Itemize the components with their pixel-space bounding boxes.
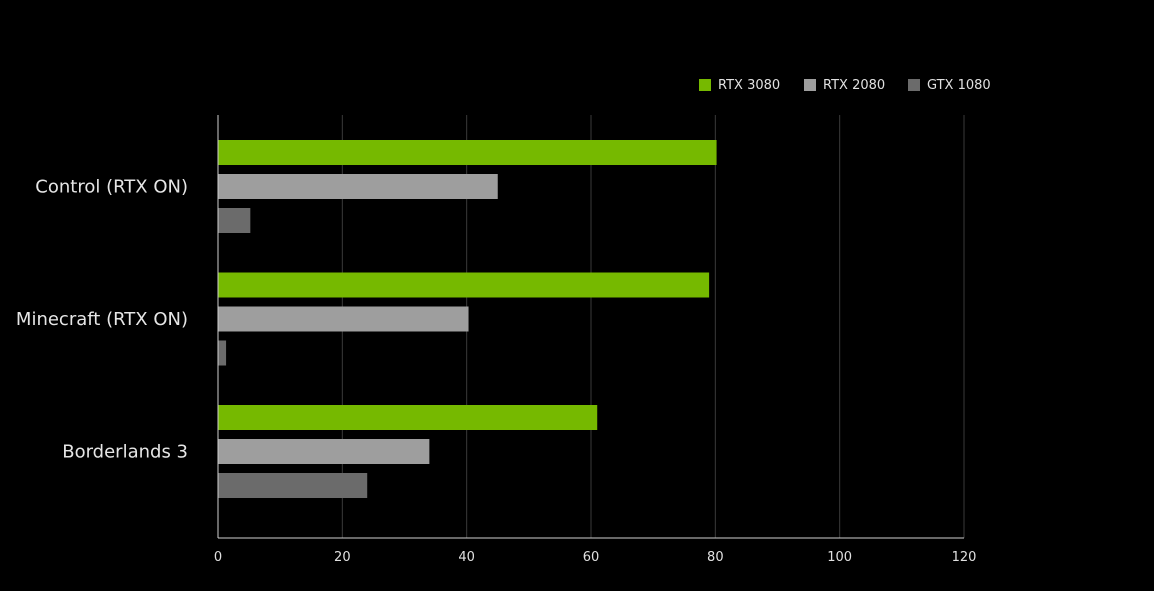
bar-gtx-1080-1 [218, 340, 227, 366]
bar-rtx-3080-0 [218, 140, 717, 165]
legend-label-gtx-1080: GTX 1080 [927, 78, 991, 93]
bar-gtx-1080-2 [218, 473, 368, 498]
x-tick-label-60: 60 [583, 550, 600, 565]
axes [217, 115, 964, 539]
category-label-0: Control (RTX ON) [35, 177, 188, 198]
bar-rtx-2080-2 [218, 439, 430, 464]
x-tick-label-100: 100 [827, 550, 852, 565]
bar-gtx-1080-0 [218, 208, 251, 233]
legend-label-rtx-2080: RTX 2080 [823, 78, 885, 93]
legend-swatch-rtx-3080 [699, 79, 711, 91]
legend-swatch-gtx-1080 [908, 79, 920, 91]
x-tick-label-40: 40 [458, 550, 475, 565]
x-tick-label-120: 120 [952, 550, 977, 565]
tick-labels: 0 20 40 60 80 100 120 [214, 550, 977, 565]
category-label-2: Borderlands 3 [62, 442, 188, 463]
x-tick-label-0: 0 [214, 550, 222, 565]
legend-label-rtx-3080: RTX 3080 [718, 78, 780, 93]
category-labels: Control (RTX ON) Minecraft (RTX ON) Border… [16, 177, 188, 463]
bar-rtx-3080-1 [218, 272, 710, 298]
category-label-1: Minecraft (RTX ON) [16, 309, 188, 330]
x-tick-label-20: 20 [334, 550, 351, 565]
bar-rtx-2080-0 [218, 174, 498, 199]
legend: RTX 3080 RTX 2080 GTX 1080 [699, 78, 991, 93]
bar-rtx-2080-1 [218, 306, 469, 332]
legend-swatch-rtx-2080 [804, 79, 816, 91]
x-tick-label-80: 80 [707, 550, 724, 565]
bars [218, 140, 717, 498]
bar-rtx-3080-2 [218, 405, 598, 430]
